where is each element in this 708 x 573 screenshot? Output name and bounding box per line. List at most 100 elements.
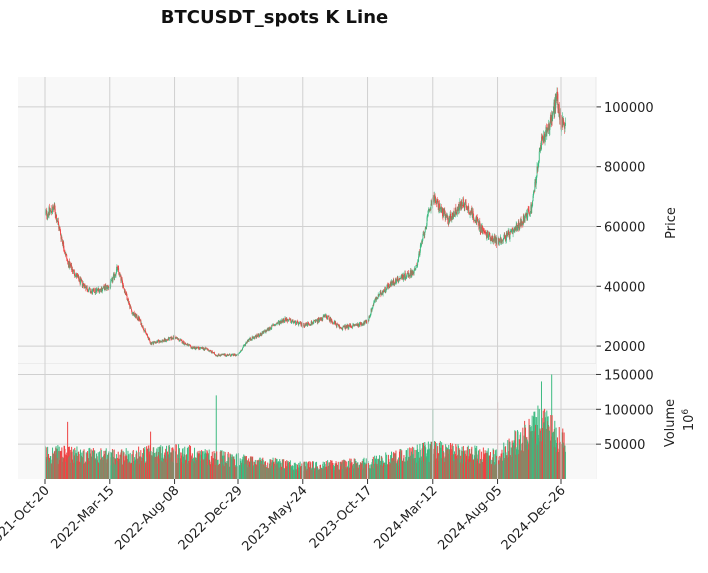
- candle-body: [459, 201, 461, 209]
- candle-body: [375, 297, 377, 301]
- candle-body: [64, 251, 66, 254]
- candle-body: [290, 322, 292, 324]
- candle-body: [369, 316, 371, 318]
- candle-body: [66, 259, 68, 261]
- candle-body: [225, 355, 227, 357]
- candle-body: [455, 212, 457, 214]
- candle-body: [329, 319, 331, 322]
- candle-body: [103, 286, 105, 289]
- candle-body: [276, 323, 278, 325]
- candle-body: [389, 284, 391, 285]
- candle-body: [372, 304, 374, 308]
- candle-body: [376, 297, 378, 299]
- candle-body: [339, 325, 341, 329]
- candle-body: [544, 137, 546, 142]
- candle-body: [151, 342, 153, 344]
- candle-body: [322, 315, 324, 318]
- candle-body: [487, 231, 489, 238]
- candle-body: [168, 337, 170, 341]
- candle-body: [283, 321, 285, 323]
- candle-body: [447, 216, 449, 224]
- candle-body: [121, 278, 123, 280]
- candle-body: [67, 260, 69, 262]
- candle-body: [194, 347, 196, 350]
- candle-body: [505, 235, 506, 242]
- candle-body: [233, 353, 235, 356]
- candle-body: [310, 324, 312, 326]
- candle-body: [148, 337, 150, 341]
- candle-body: [361, 324, 363, 326]
- candle-body: [528, 209, 530, 214]
- candle-body: [217, 354, 219, 357]
- x-tick-label: 2022-Dec-29: [176, 483, 246, 553]
- candle-body: [331, 320, 333, 323]
- candle-body: [444, 211, 446, 219]
- candle-body: [115, 269, 117, 274]
- candle-body: [245, 343, 246, 346]
- candle-body: [161, 340, 163, 343]
- candle-body: [284, 320, 286, 322]
- candle-body: [93, 288, 95, 293]
- candle-body: [336, 323, 338, 325]
- candle-body: [518, 221, 520, 229]
- candle-body: [420, 245, 422, 246]
- candle-body: [472, 210, 474, 214]
- candle-body: [131, 313, 133, 315]
- candle-body: [190, 347, 192, 349]
- candle-body: [528, 209, 530, 210]
- candle-body: [257, 335, 259, 337]
- candle-body: [380, 291, 382, 296]
- candle-body: [410, 270, 412, 277]
- volume-bar: [67, 421, 69, 479]
- candle-body: [266, 330, 268, 332]
- candle-body: [510, 231, 512, 232]
- candle-body: [84, 284, 85, 289]
- candle-body: [508, 234, 510, 237]
- candle-body: [253, 336, 254, 339]
- candle-body: [533, 192, 534, 196]
- candle-body: [348, 324, 350, 329]
- candle-body: [240, 350, 242, 352]
- candle-body: [207, 349, 209, 351]
- candle-body: [437, 199, 439, 201]
- candle-body: [83, 283, 85, 286]
- candle-body: [274, 325, 276, 326]
- candle-body: [526, 217, 528, 219]
- candle-body: [72, 271, 74, 273]
- candle-body: [541, 136, 543, 138]
- candle-body: [66, 254, 68, 260]
- candle-body: [498, 241, 500, 243]
- candle-body: [136, 318, 138, 320]
- candle-body: [112, 275, 114, 279]
- volume-bar: [252, 456, 254, 479]
- candle-body: [80, 278, 81, 284]
- candle-body: [508, 231, 510, 235]
- candle-body: [57, 220, 59, 224]
- candle-body: [239, 352, 241, 354]
- candle-body: [486, 232, 488, 238]
- candle-body: [419, 245, 421, 252]
- candle-body: [146, 333, 148, 335]
- candle-body: [96, 289, 98, 290]
- candle-body: [534, 181, 536, 192]
- candle-body: [409, 273, 411, 277]
- candle-body: [202, 347, 204, 349]
- candle-body: [114, 276, 116, 279]
- candle-body: [383, 291, 384, 292]
- candle-body: [129, 306, 131, 308]
- candle-body: [63, 248, 65, 252]
- candle-body: [442, 208, 443, 217]
- candle-body: [491, 240, 493, 241]
- candle-body: [219, 355, 221, 357]
- candle-body: [386, 287, 388, 290]
- candle-body: [306, 323, 308, 325]
- candle-body: [398, 280, 400, 283]
- candle-body: [488, 234, 490, 237]
- candle-body: [238, 353, 240, 354]
- volume-tick-label: 50000: [604, 438, 645, 453]
- candle-body: [118, 268, 120, 273]
- candle-body: [117, 267, 119, 269]
- candle-body: [327, 316, 329, 320]
- candle-body: [141, 323, 143, 327]
- candle-body: [335, 324, 337, 326]
